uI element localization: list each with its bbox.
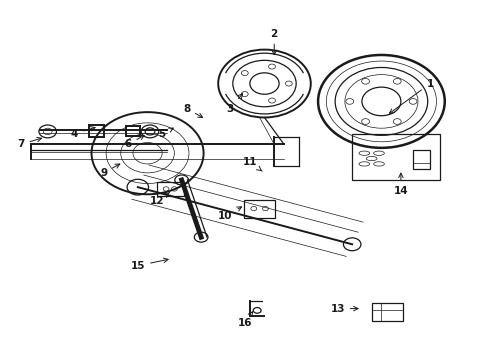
Text: 11: 11	[243, 157, 262, 171]
Text: 7: 7	[17, 137, 42, 149]
Text: 5: 5	[159, 128, 173, 139]
Text: 10: 10	[218, 207, 242, 221]
Text: 6: 6	[124, 135, 144, 149]
Text: 9: 9	[100, 164, 120, 178]
Text: 8: 8	[183, 104, 203, 117]
Text: 2: 2	[270, 28, 278, 55]
Text: 1: 1	[390, 78, 434, 113]
Text: 12: 12	[150, 193, 170, 206]
Text: 16: 16	[238, 312, 252, 328]
Text: 4: 4	[71, 127, 95, 139]
Text: 15: 15	[130, 258, 168, 271]
Text: 13: 13	[330, 303, 358, 314]
Text: 3: 3	[227, 94, 243, 113]
Text: 14: 14	[393, 173, 408, 196]
